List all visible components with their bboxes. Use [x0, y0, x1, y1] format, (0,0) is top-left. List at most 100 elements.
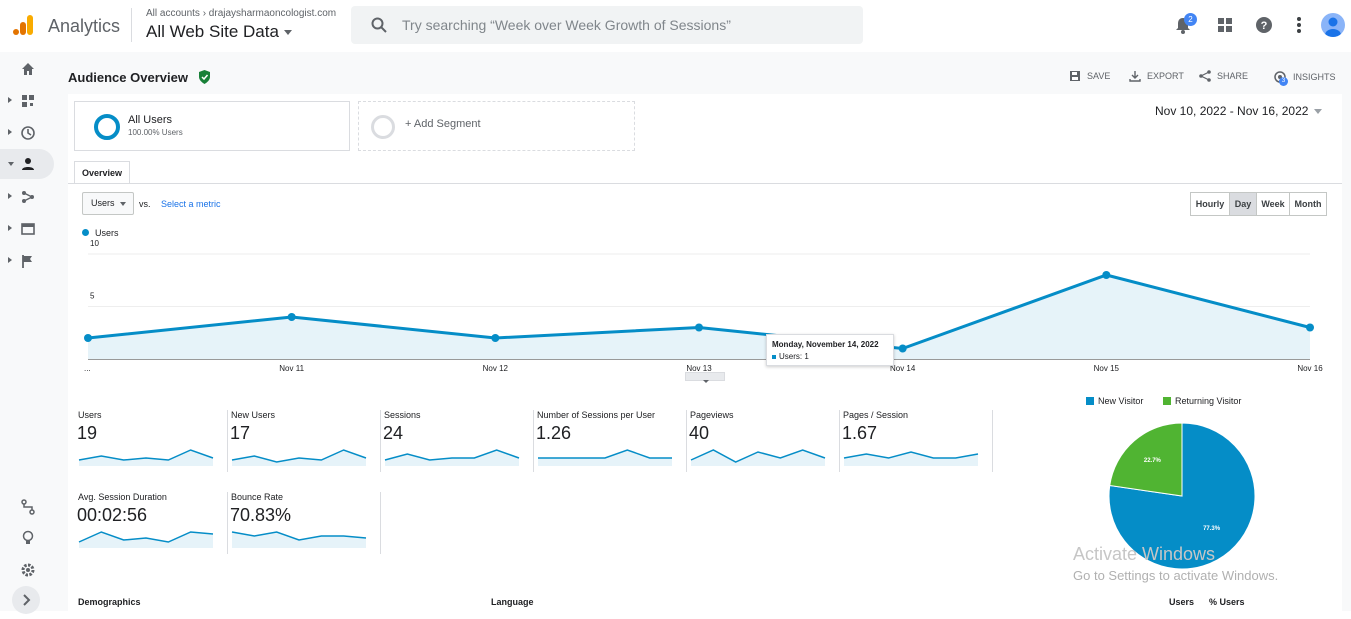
sidebar-item-conversions[interactable] — [0, 246, 54, 276]
export-icon — [1129, 71, 1141, 82]
notification-badge: 2 — [1184, 13, 1197, 26]
metric-value: 17 — [230, 423, 251, 443]
x-tick-label: Nov 16 — [1297, 364, 1323, 373]
sidebar-item-realtime[interactable] — [0, 118, 54, 148]
granularity-day-button[interactable]: Day — [1229, 192, 1257, 216]
visitor-pie-chart[interactable]: 77.3% 22.7% — [1108, 422, 1256, 570]
share-button[interactable]: SHARE — [1199, 70, 1248, 82]
users-point[interactable] — [287, 313, 296, 321]
users-column-heading: Users — [1169, 597, 1195, 607]
export-button[interactable]: EXPORT — [1129, 70, 1184, 82]
chart-tooltip: Monday, November 14, 2022 Users: 1 — [766, 334, 894, 366]
activate-windows-hint: Go to Settings to activate Windows. — [1073, 568, 1279, 583]
page-title: Audience Overview — [68, 70, 188, 85]
select-metric-link[interactable]: Select a metric — [161, 199, 221, 209]
expand-sidebar-button[interactable] — [12, 586, 40, 614]
sidebar-item-behavior[interactable] — [0, 214, 54, 244]
add-segment-button[interactable]: + Add Segment — [358, 101, 635, 151]
metric-dropdown[interactable]: Users — [82, 192, 134, 215]
help-icon[interactable]: ? — [1253, 14, 1275, 36]
search-placeholder: Try searching “Week over Week Growth of … — [402, 17, 731, 33]
acquisition-icon — [22, 191, 34, 203]
add-segment-label: + Add Segment — [405, 118, 481, 130]
metric-label: New Users — [231, 410, 276, 420]
sparkline-line — [538, 449, 672, 459]
more-vert-icon[interactable] — [1288, 14, 1310, 36]
metric-value: 19 — [77, 423, 98, 443]
granularity-month-button[interactable]: Month — [1289, 192, 1327, 216]
granularity-week-button[interactable]: Week — [1256, 192, 1290, 216]
metric-tile[interactable]: Avg. Session Duration 00:02:56 — [76, 492, 228, 554]
sidebar-item-admin[interactable] — [0, 555, 54, 585]
sidebar-item-discover[interactable] — [0, 523, 54, 553]
activate-windows-watermark: Activate Windows — [1073, 544, 1216, 564]
metric-label: Avg. Session Duration — [78, 492, 167, 502]
caret-down-icon — [283, 30, 292, 36]
chart-collapse-handle[interactable] — [685, 372, 725, 383]
users-point[interactable] — [898, 344, 907, 353]
view-selector[interactable]: All Web Site Data — [146, 22, 292, 42]
account-breadcrumb[interactable]: All accounts › drajaysharmaoncologist.co… — [146, 8, 337, 19]
search-bar[interactable]: Try searching “Week over Week Growth of … — [351, 6, 863, 44]
metric-sparkline — [78, 531, 214, 548]
metric-value: 40 — [689, 423, 710, 443]
granularity-hourly-button[interactable]: Hourly — [1190, 192, 1230, 216]
users-point[interactable] — [695, 323, 703, 332]
metric-tile[interactable]: Users 19 — [76, 410, 228, 472]
tab-overview[interactable]: Overview — [74, 161, 130, 184]
metric-tile[interactable]: Sessions 24 — [382, 410, 534, 472]
tooltip-date: Monday, November 14, 2022 — [772, 340, 879, 349]
users-point[interactable] — [84, 334, 92, 342]
metric-tile[interactable]: Pages / Session 1.67 — [841, 410, 993, 472]
users-line-chart[interactable]: 5 10... Nov 11 Nov 12 Nov 13 Nov 14 Nov 15 Nov … — [68, 234, 1342, 374]
sparkline-line — [78, 531, 214, 543]
top-bar: Analytics All accounts › drajaysharmaonc… — [0, 0, 1351, 52]
sidebar-item-attribution[interactable] — [0, 492, 54, 522]
flag-icon — [22, 255, 32, 268]
gear-icon — [21, 563, 35, 577]
save-button[interactable]: SAVE — [1069, 70, 1110, 82]
main-content: Audience Overview SAVE EXPORT SHARE 3 IN… — [56, 52, 1351, 614]
account-avatar[interactable] — [1321, 13, 1345, 37]
pie-slice[interactable] — [1109, 422, 1183, 497]
segment-name: All Users — [128, 114, 173, 126]
insights-button[interactable]: 3 INSIGHTS — [1273, 70, 1336, 86]
x-tick-label: Nov 13 — [686, 364, 712, 373]
sidebar-item-acquisition[interactable] — [0, 182, 54, 212]
metric-sparkline — [384, 449, 520, 466]
pie-legend-label: New Visitor — [1098, 396, 1144, 406]
pie-legend-new: New Visitor — [1086, 396, 1143, 406]
metric-tile[interactable]: New Users 17 — [229, 410, 381, 472]
metric-tile[interactable]: Pageviews 40 — [688, 410, 840, 472]
sparkline-area — [79, 532, 213, 548]
x-tick-label: Nov 14 — [890, 364, 916, 373]
metric-tile[interactable]: Number of Sessions per User 1.26 — [535, 410, 687, 472]
users-point[interactable] — [491, 334, 500, 342]
apps-grid-icon[interactable] — [1214, 14, 1236, 36]
caret-down-icon — [1314, 109, 1323, 115]
metric-tile[interactable]: Bounce Rate 70.83% — [229, 492, 381, 554]
metric-value: 1.67 — [842, 423, 878, 443]
sparkline-line — [231, 449, 367, 463]
metric-sparkline — [231, 531, 367, 548]
chevron-right-icon — [23, 594, 31, 606]
sidebar-item-audience[interactable] — [0, 149, 54, 179]
date-range-picker[interactable]: Nov 10, 2022 - Nov 16, 2022 — [1155, 104, 1323, 118]
legend-swatch — [82, 229, 89, 236]
x-tick-label: Nov 12 — [483, 364, 509, 373]
sidebar-item-customization[interactable] — [0, 86, 54, 116]
analytics-logo-icon[interactable] — [12, 14, 34, 36]
lightbulb-icon — [22, 530, 34, 544]
dashboard-icon — [22, 95, 34, 107]
clock-icon — [21, 126, 35, 140]
caret-right-icon — [8, 97, 12, 103]
sidebar-item-home[interactable] — [0, 54, 54, 84]
tooltip-value: Users: 1 — [772, 352, 809, 361]
users-point[interactable] — [1102, 271, 1111, 279]
x-tick-label: Nov 15 — [1094, 364, 1120, 373]
users-point[interactable] — [1306, 323, 1314, 332]
segment-all-users[interactable]: All Users 100.00% Users — [74, 101, 350, 151]
verified-shield-icon — [199, 70, 210, 84]
insights-icon: 3 — [1273, 70, 1288, 86]
x-tick-label: ... — [84, 364, 91, 373]
